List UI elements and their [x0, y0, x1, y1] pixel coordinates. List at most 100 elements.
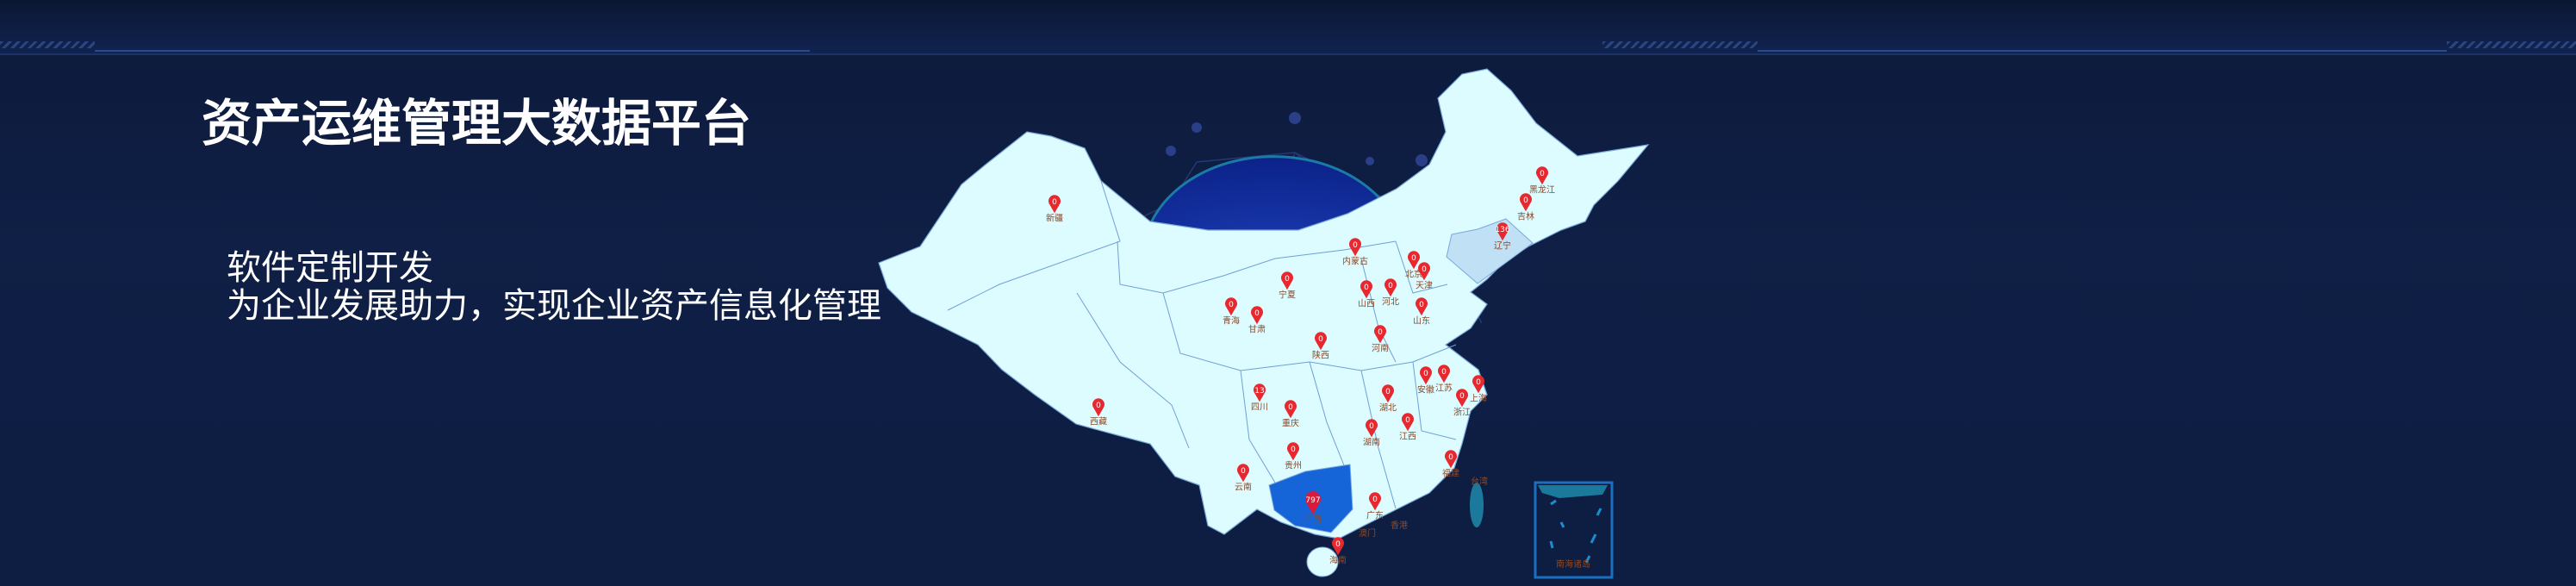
marker-value: 0 [1523, 196, 1528, 205]
marker-label: 辽宁 [1494, 240, 1511, 251]
marker-label: 吉林 [1517, 210, 1534, 221]
province-liaoning[interactable] [1446, 218, 1534, 284]
marker-19[interactable]: 0 湖北 [1379, 384, 1397, 413]
marker-14[interactable]: 0 河南 [1372, 325, 1389, 353]
marker-6[interactable]: 0 天津 [1416, 262, 1433, 290]
map-pin-icon [1287, 442, 1300, 461]
marker-13[interactable]: 0 陕西 [1312, 332, 1329, 360]
marker-value: 0 [1291, 446, 1296, 454]
marker-label: 内蒙古 [1342, 255, 1368, 266]
marker-label: 福建 [1442, 467, 1459, 478]
marker-value: 0 [1335, 540, 1341, 549]
marker-11[interactable]: 0 青海 [1223, 297, 1240, 326]
marker-0[interactable]: 0 新疆 [1046, 195, 1063, 223]
marker-29[interactable]: 0 广东 [1366, 492, 1384, 521]
marker-label: 江苏 [1435, 382, 1453, 393]
marker-label: 陕西 [1312, 349, 1329, 360]
marker-16[interactable]: 0 江苏 [1435, 365, 1453, 393]
map-pin-icon [1384, 278, 1397, 297]
marker-value: 0 [1096, 402, 1101, 410]
marker-2[interactable]: 0 吉林 [1517, 193, 1534, 221]
marker-value: 0 [1411, 254, 1416, 263]
marker-23[interactable]: 0 湖南 [1363, 419, 1380, 447]
map-pin-icon [1420, 366, 1432, 385]
map-pin-icon [1382, 384, 1394, 403]
map-pin-icon [1369, 492, 1381, 511]
marker-7[interactable]: 0 宁夏 [1279, 271, 1296, 300]
marker-12[interactable]: 0 甘肃 [1248, 306, 1266, 334]
marker-label: 广东 [1366, 509, 1384, 521]
map-pin-icon [1237, 464, 1249, 483]
marker-27[interactable]: 0 云南 [1235, 464, 1252, 492]
marker-24[interactable]: 0 江西 [1399, 413, 1416, 441]
marker-label: 贵州 [1285, 459, 1302, 471]
marker-4[interactable]: 0 内蒙古 [1342, 238, 1368, 266]
map-pin-icon [1472, 375, 1485, 394]
marker-25[interactable]: 0 贵州 [1285, 442, 1302, 471]
marker-30[interactable]: 0 海南 [1329, 537, 1347, 565]
marker-label: 湖南 [1363, 436, 1380, 447]
marker-label: 新疆 [1046, 212, 1063, 223]
marker-label: 河北 [1382, 296, 1399, 307]
marker-15[interactable]: 0 安徽 [1417, 366, 1434, 395]
map-pin-icon [1281, 271, 1294, 290]
map-pin-icon [1402, 413, 1415, 432]
marker-label: 云南 [1235, 481, 1252, 492]
label-taiwan: 台湾 [1471, 476, 1488, 487]
marker-value: 0 [1388, 282, 1393, 290]
marker-5[interactable]: 0 北京 [1405, 251, 1422, 279]
province-hainan[interactable] [1306, 546, 1339, 577]
marker-value: 0 [1353, 241, 1358, 250]
marker-3[interactable]: 136 辽宁 [1494, 222, 1511, 251]
marker-1[interactable]: 0 黑龙江 [1529, 166, 1555, 195]
marker-label: 安徽 [1417, 383, 1434, 395]
marker-label: 广西 [1304, 514, 1322, 525]
marker-value: 0 [1422, 265, 1427, 274]
map-pin-icon [1366, 419, 1378, 438]
marker-20[interactable]: 0 浙江 [1453, 389, 1471, 417]
marker-18[interactable]: 13 四川 [1251, 383, 1268, 412]
province-taiwan[interactable] [1470, 483, 1484, 527]
marker-label: 甘肃 [1248, 323, 1266, 334]
marker-label: 西藏 [1090, 416, 1107, 427]
china-mainland[interactable] [878, 68, 1650, 539]
marker-value: 136 [1495, 226, 1509, 234]
subtitle-line-2: 为企业发展助力，实现企业资产信息化管理 [227, 286, 881, 326]
map-pin-icon [1496, 222, 1509, 241]
map-pin-icon [1224, 297, 1237, 316]
marker-value: 0 [1378, 328, 1383, 337]
marker-label: 江西 [1399, 431, 1416, 441]
map-pin-icon [1445, 450, 1457, 469]
marker-28[interactable]: 797 广西 [1304, 491, 1322, 525]
map-pin-icon [1349, 238, 1362, 257]
map-pin-icon [1285, 400, 1297, 419]
marker-value: 0 [1372, 496, 1378, 504]
top-bar-line [95, 50, 810, 52]
south-sea-inset[interactable]: 南海诸岛 [1534, 481, 1614, 579]
marker-label: 海南 [1329, 554, 1347, 565]
marker-26[interactable]: 0 福建 [1442, 450, 1459, 478]
province-borders [947, 180, 1457, 509]
marker-value: 0 [1241, 467, 1246, 476]
marker-8[interactable]: 0 山西 [1358, 280, 1375, 309]
marker-10[interactable]: 0 山东 [1413, 297, 1430, 326]
map-pin-icon [1418, 262, 1431, 281]
map-pin-icon [1251, 306, 1264, 325]
marker-22[interactable]: 0 西藏 [1090, 398, 1107, 427]
map-pin-icon [1254, 383, 1266, 402]
marker-label: 重庆 [1282, 417, 1299, 428]
marker-value: 0 [1318, 335, 1323, 344]
map-pin-icon [1048, 195, 1061, 214]
map-pin-icon [1332, 537, 1344, 556]
marker-label: 黑龙江 [1529, 184, 1555, 195]
map-pin-icon [1408, 251, 1420, 270]
label-hongkong: 香港 [1391, 521, 1408, 531]
marker-value: 13 [1254, 387, 1264, 396]
marker-label: 河南 [1372, 342, 1389, 353]
top-bar-decoration [0, 41, 95, 48]
marker-21[interactable]: 0 重庆 [1282, 400, 1299, 428]
marker-9[interactable]: 0 河北 [1382, 278, 1399, 307]
marker-17[interactable]: 0 上海 [1470, 375, 1487, 403]
marker-value: 0 [1476, 378, 1481, 387]
